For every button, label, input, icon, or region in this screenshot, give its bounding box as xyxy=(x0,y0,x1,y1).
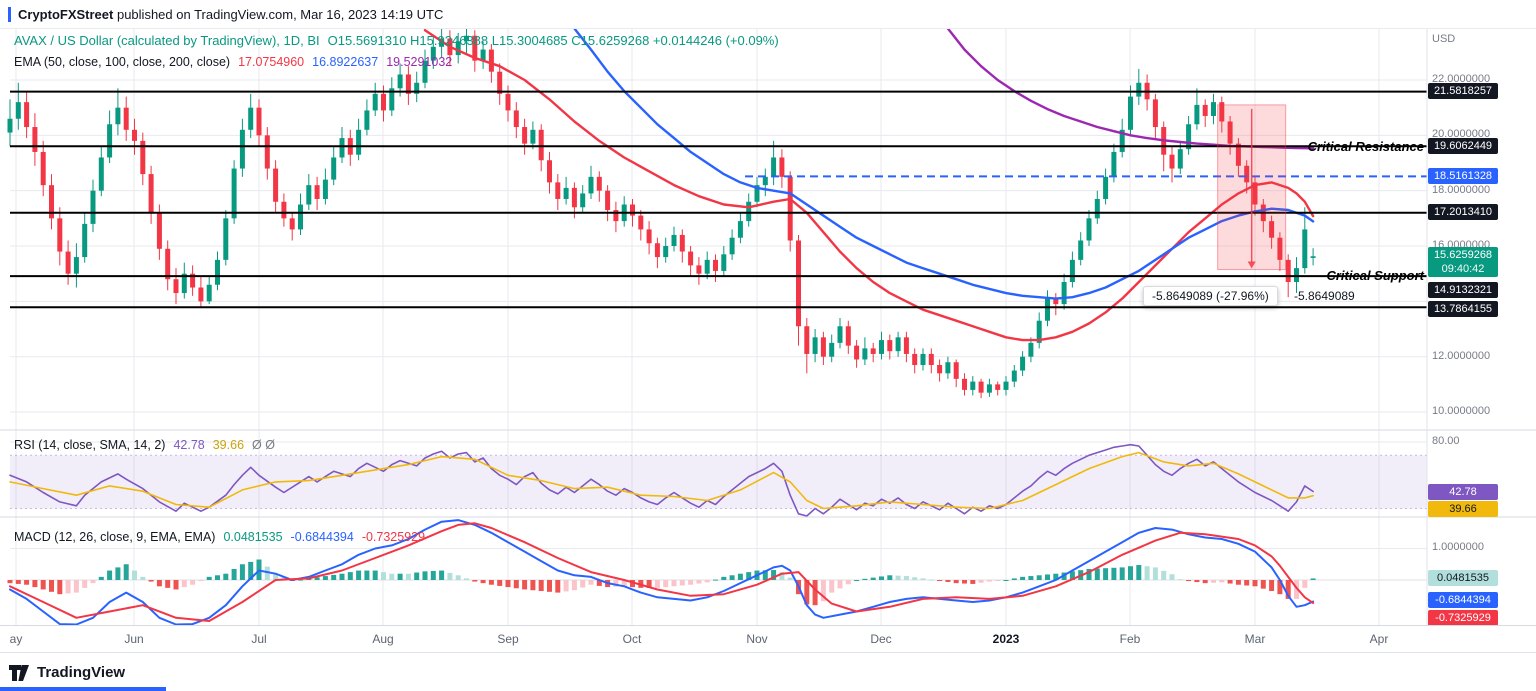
measure-value-label: -5.8649089 xyxy=(1294,289,1355,303)
ema100-value: 16.8922637 xyxy=(312,55,379,69)
macd-hist-value: 0.0481535 xyxy=(223,530,283,544)
footer: TradingView xyxy=(0,652,1536,691)
ema-legend: EMA (50, close, 100, close, 200, close) … xyxy=(14,55,452,69)
time-axis-label[interactable]: Aug xyxy=(372,632,394,646)
header: CryptoFXStreet published on TradingView.… xyxy=(0,0,1536,29)
time-axis-label[interactable]: Nov xyxy=(746,632,768,646)
rsi-legend: RSI (14, close, SMA, 14, 2) 42.78 39.66 … xyxy=(14,438,275,452)
time-axis-label[interactable]: Feb xyxy=(1119,632,1141,646)
rsi-legend-label[interactable]: RSI (14, close, SMA, 14, 2) xyxy=(14,438,166,452)
time-axis-label[interactable]: Jun xyxy=(124,632,144,646)
time-axis-label[interactable]: Dec xyxy=(870,632,892,646)
symbol-title[interactable]: AVAX / US Dollar (calculated by TradingV… xyxy=(14,33,320,48)
rsi-value: 42.78 xyxy=(173,438,205,452)
header-text: CryptoFXStreet published on TradingView.… xyxy=(18,7,443,22)
time-axis-label[interactable]: Jul xyxy=(251,632,267,646)
critical-resistance-label[interactable]: Critical Resistance xyxy=(1307,139,1424,154)
bottom-accent-bar xyxy=(0,687,166,691)
time-axis-label[interactable]: 2023 xyxy=(992,632,1020,646)
macd-signal-value: -0.7325929 xyxy=(361,530,426,544)
published-text: published on TradingView.com, Mar 16, 20… xyxy=(113,6,444,22)
measure-tooltip: -5.8649089 (-27.96%) xyxy=(1143,286,1278,306)
brand-name: TradingView xyxy=(37,664,126,681)
rsi-ma-value: 39.66 xyxy=(212,438,245,452)
ohlc-values: O15.5691310 H15.9246388 L15.3004685 C15.… xyxy=(327,33,779,48)
ema-legend-label[interactable]: EMA (50, close, 100, close, 200, close) xyxy=(14,55,231,69)
time-axis-label[interactable]: Mar xyxy=(1244,632,1266,646)
macd-legend: MACD (12, 26, close, 9, EMA, EMA) 0.0481… xyxy=(14,530,425,544)
tradingview-logo-icon xyxy=(9,664,29,681)
header-accent-bar xyxy=(8,6,11,22)
time-axis-label[interactable]: Apr xyxy=(1369,632,1389,646)
rsi-hidden-plots: Ø Ø xyxy=(252,438,275,452)
macd-legend-label[interactable]: MACD (12, 26, close, 9, EMA, EMA) xyxy=(14,530,216,544)
time-axis-label[interactable]: ay xyxy=(9,632,23,646)
tradingview-logo[interactable]: TradingView xyxy=(8,663,125,683)
critical-support-label[interactable]: Critical Support xyxy=(1326,268,1424,283)
time-axis-label[interactable]: Sep xyxy=(497,632,519,646)
time-axis-label[interactable]: Oct xyxy=(622,632,642,646)
macd-line-value: -0.6844394 xyxy=(290,530,354,544)
time-scale[interactable]: ay Jun Jul Aug Sep Oct Nov Dec 2023 Feb Mar Apr xyxy=(0,625,1536,653)
ema200-value: 19.5291032 xyxy=(386,55,453,69)
publisher-name[interactable]: CryptoFXStreet xyxy=(18,6,114,22)
symbol-legend: AVAX / US Dollar (calculated by TradingV… xyxy=(14,33,779,48)
ema50-value: 17.0754960 xyxy=(238,55,305,69)
